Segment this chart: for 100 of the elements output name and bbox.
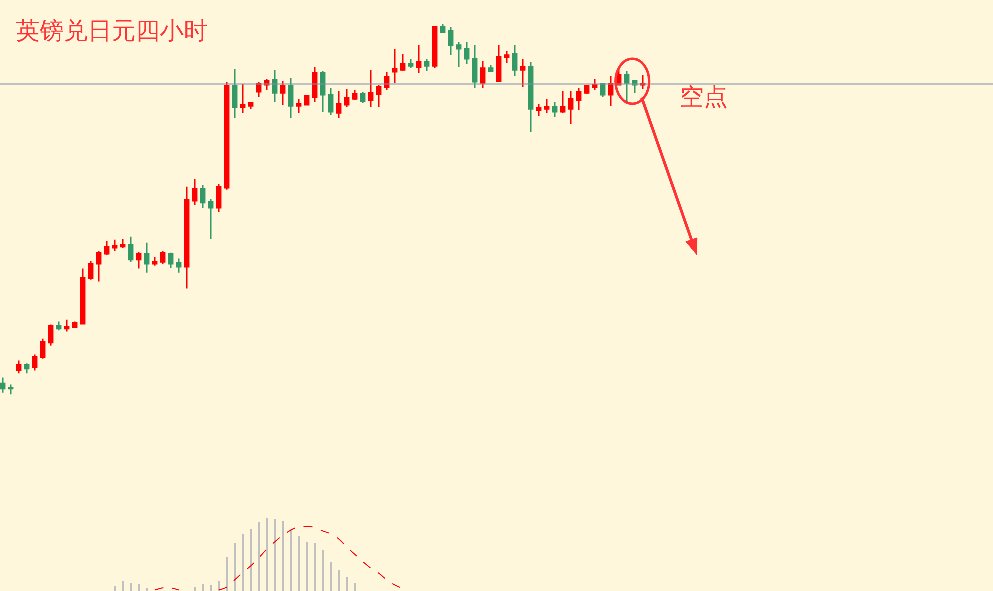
candlestick: [384, 71, 390, 91]
bar: [346, 577, 348, 591]
candlestick: [560, 90, 566, 114]
candlestick: [208, 198, 214, 240]
candlestick: [120, 238, 126, 249]
candlestick: [416, 44, 422, 74]
candlestick: [576, 88, 582, 111]
candlestick: [472, 44, 478, 90]
candlestick: [360, 91, 366, 104]
bar: [210, 585, 212, 591]
candlestick: [512, 44, 518, 77]
bar: [114, 586, 116, 591]
candlestick: [520, 58, 526, 88]
bar: [314, 543, 316, 591]
bar: [258, 522, 260, 591]
candlestick: [552, 101, 558, 118]
candlestick: [56, 321, 62, 332]
bar: [298, 536, 300, 591]
candlestick: [312, 66, 318, 103]
candlestick: [544, 98, 550, 114]
candlestick: [248, 101, 254, 110]
candlestick: [32, 354, 38, 372]
candlestick: [152, 256, 158, 267]
bar: [146, 588, 148, 591]
candlestick: [456, 42, 462, 68]
candlestick: [584, 85, 590, 96]
candlestick: [288, 78, 294, 119]
candlestick: [136, 251, 142, 270]
bar: [226, 557, 228, 591]
candlestick: [328, 88, 334, 116]
candlestick: [104, 240, 110, 256]
candlestick: [408, 58, 414, 70]
bar: [130, 583, 132, 591]
candlestick: [96, 250, 102, 283]
bar: [250, 529, 252, 591]
candlestick: [224, 81, 230, 191]
bar: [282, 521, 284, 591]
candlestick: [440, 24, 446, 34]
candlestick: [528, 61, 534, 133]
bar: [122, 581, 124, 591]
candlestick: [232, 68, 238, 119]
candlestick: [304, 94, 310, 106]
candlestick: [88, 260, 94, 281]
candlestick: [488, 64, 494, 72]
candlestick: [296, 98, 302, 114]
candlestick: [424, 58, 430, 72]
bar: [322, 550, 324, 591]
candlestick: [368, 69, 374, 108]
candlestick: [200, 184, 206, 209]
candlestick: [336, 90, 342, 119]
candlestick: [64, 319, 70, 333]
candlestick: [40, 338, 46, 360]
candlestick: [112, 239, 118, 252]
bar: [138, 584, 140, 591]
candlestick: [320, 70, 326, 113]
candlestick: [480, 60, 486, 90]
candlestick: [48, 324, 54, 347]
candlestick: [400, 54, 406, 72]
bar: [306, 542, 308, 591]
candlestick: [568, 90, 574, 126]
candlestick: [344, 88, 350, 108]
bar: [218, 581, 220, 591]
candlestick: [392, 48, 398, 84]
candlestick: [192, 178, 198, 206]
candlestick: [624, 70, 630, 104]
bar: [242, 534, 244, 591]
bar: [266, 518, 268, 591]
candlestick: [0, 376, 6, 394]
bar: [330, 562, 332, 591]
bar: [290, 529, 292, 591]
bar: [234, 543, 236, 591]
candlestick: [24, 362, 30, 374]
text: 空点: [680, 83, 728, 111]
candlestick: [376, 84, 382, 108]
candlestick: [72, 321, 78, 328]
candlestick: [144, 242, 150, 274]
bar: [202, 584, 204, 591]
bar: [194, 587, 196, 591]
candlestick: [504, 50, 510, 64]
candlestick: [608, 75, 614, 107]
candlestick: [168, 252, 174, 269]
candlestick: [256, 81, 262, 98]
candlestick: [592, 78, 598, 91]
candlestick: [240, 84, 246, 114]
candlestick: [80, 268, 86, 325]
bar: [354, 583, 356, 591]
candlestick: [16, 360, 22, 374]
candlestick: [464, 42, 470, 65]
candlestick: [272, 69, 278, 103]
candlestick: [128, 236, 134, 263]
chart-title: 英镑兑日元四小时: [16, 17, 208, 45]
candlestick: [432, 25, 438, 70]
bar: [274, 519, 276, 591]
candlestick: [176, 258, 182, 274]
candlestick: [216, 183, 222, 213]
candlestick: [448, 26, 454, 56]
candlestick: [280, 80, 286, 106]
candlestick: [352, 89, 358, 101]
candlestick: [184, 186, 190, 290]
bar: [338, 570, 340, 591]
